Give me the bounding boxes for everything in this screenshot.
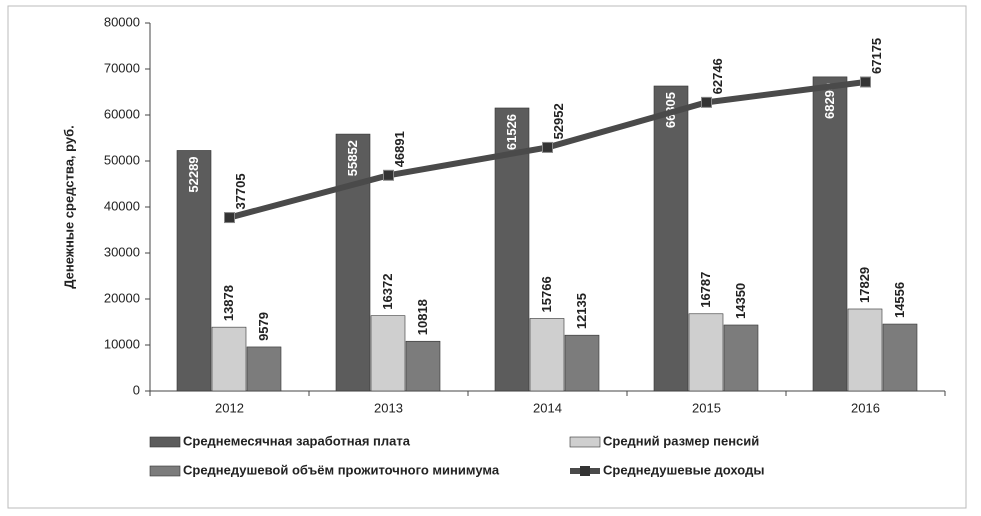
value-label: 14556 — [892, 282, 907, 318]
line-marker — [383, 169, 394, 181]
value-label: 52952 — [551, 103, 566, 139]
x-tick-label: 2013 — [374, 400, 403, 415]
bar — [405, 340, 441, 392]
value-label: 16372 — [380, 274, 395, 310]
bar — [246, 346, 282, 392]
value-label: 12135 — [574, 293, 589, 329]
legend-label: Среднемесячная заработная плата — [183, 433, 411, 448]
y-tick-label: 80000 — [104, 14, 140, 29]
value-label: 68290 — [822, 83, 837, 119]
value-label: 16787 — [698, 272, 713, 308]
legend-swatch — [149, 465, 181, 477]
bar — [176, 150, 212, 392]
bar — [812, 76, 848, 392]
value-label: 61526 — [504, 114, 519, 150]
y-tick-label: 50000 — [104, 152, 140, 167]
bar — [882, 323, 918, 392]
bar — [653, 85, 689, 392]
y-tick-label: 70000 — [104, 60, 140, 75]
x-tick-label: 2016 — [851, 400, 880, 415]
bar — [211, 326, 247, 392]
legend-label: Среднедушевой объём прожиточного минимум… — [183, 462, 500, 477]
value-label: 17829 — [857, 267, 872, 303]
legend-swatch — [580, 466, 590, 476]
y-tick-label: 10000 — [104, 336, 140, 351]
line-marker — [701, 96, 712, 108]
bar — [335, 133, 371, 392]
bar — [688, 313, 724, 392]
value-label: 13878 — [221, 285, 236, 321]
y-tick-label: 20000 — [104, 290, 140, 305]
value-label: 46891 — [392, 131, 407, 167]
y-tick-label: 40000 — [104, 198, 140, 213]
value-label: 55852 — [345, 140, 360, 176]
value-label: 14350 — [733, 283, 748, 319]
chart-frame — [7, 5, 967, 509]
line-marker — [860, 76, 871, 88]
legend-label: Среднедушевые доходы — [603, 462, 764, 477]
value-label: 15766 — [539, 276, 554, 312]
value-label: 52289 — [186, 156, 201, 192]
x-tick-label: 2014 — [533, 400, 562, 415]
legend-swatch — [569, 436, 601, 448]
value-label: 62746 — [710, 58, 725, 94]
legend-swatch — [149, 436, 181, 448]
value-label: 67175 — [869, 38, 884, 74]
bar — [847, 308, 883, 392]
line-marker — [542, 141, 553, 153]
bar — [529, 318, 565, 392]
value-label: 37705 — [233, 173, 248, 209]
bar — [370, 315, 406, 392]
y-tick-label: 30000 — [104, 244, 140, 259]
y-axis-label: Денежные средства, руб. — [61, 125, 76, 289]
value-label: 9579 — [256, 312, 271, 341]
x-tick-label: 2015 — [692, 400, 721, 415]
line-marker — [224, 212, 235, 224]
x-tick-label: 2012 — [215, 400, 244, 415]
bar — [564, 334, 600, 392]
y-tick-label: 0 — [133, 382, 140, 397]
bar — [723, 324, 759, 392]
legend-label: Средний размер пенсий — [603, 433, 759, 448]
y-tick-label: 60000 — [104, 106, 140, 121]
value-label: 10818 — [415, 299, 430, 335]
